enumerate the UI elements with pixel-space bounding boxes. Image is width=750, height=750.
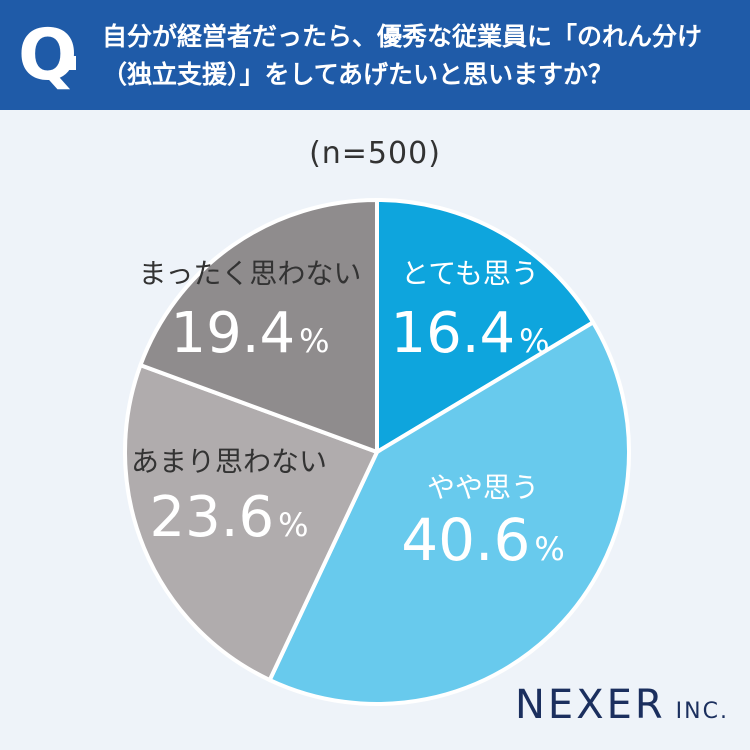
logo-main: NEXER [515, 682, 666, 728]
slice-label-4: まったく思わない [139, 257, 362, 290]
question-text: 自分が経営者だったら、優秀な従業員に「のれん分け （独立支援）」をしてあげたいと… [102, 18, 742, 94]
q-label: Q [18, 14, 78, 96]
slice-value-3: 23.6% [149, 485, 308, 550]
pie-slice-2 [267, 320, 631, 706]
question-line-1: 自分が経営者だったら、優秀な従業員に「のれん分け [102, 22, 703, 51]
question-line-2: （独立支援）」をしてあげたいと思いますか？ [102, 60, 614, 89]
sample-size: (n=500) [309, 136, 441, 171]
slice-value-4: 19.4% [170, 301, 329, 366]
q-dot-icon [62, 56, 76, 70]
slice-label-3: あまり思わない [131, 445, 327, 478]
nexer-logo: NEXER INC. [515, 682, 729, 728]
question-header: Q 自分が経営者だったら、優秀な従業員に「のれん分け （独立支援）」をしてあげた… [0, 0, 750, 110]
pie-slice-4 [138, 198, 379, 454]
pie-slices [123, 198, 631, 706]
logo-suffix: INC. [675, 699, 729, 724]
slice-value-2: 40.6% [401, 506, 565, 574]
pie-slice-3 [123, 363, 379, 683]
slice-label-2: やや思う [427, 471, 539, 504]
pie-slice-1 [375, 198, 596, 454]
slice-value-1: 16.4% [390, 301, 549, 366]
slice-label-1: とても思う [401, 257, 539, 290]
